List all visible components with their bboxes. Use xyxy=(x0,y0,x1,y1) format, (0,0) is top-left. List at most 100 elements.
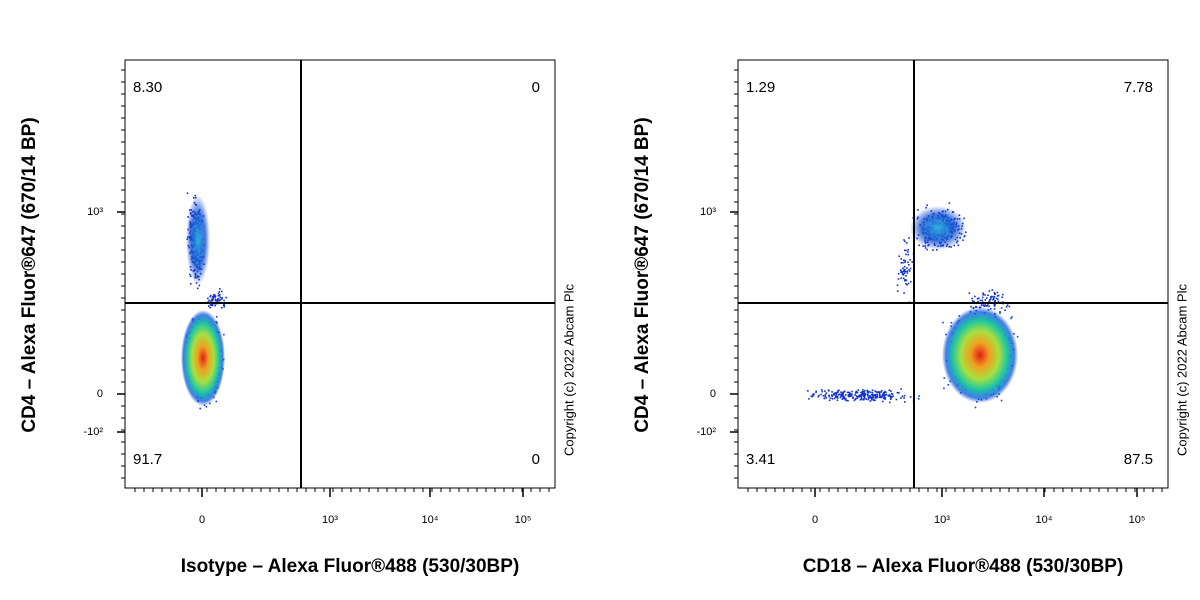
event-dot xyxy=(207,305,210,307)
event-dot xyxy=(900,388,902,390)
event-dot xyxy=(897,278,900,280)
event-dot xyxy=(986,305,988,307)
y-tick-label: -10² xyxy=(696,426,716,438)
event-dot xyxy=(908,269,910,271)
event-dot xyxy=(853,399,856,402)
event-dot xyxy=(900,277,902,279)
event-dot xyxy=(854,392,857,394)
event-dot xyxy=(823,397,826,400)
event-dot xyxy=(211,298,213,301)
event-dot xyxy=(873,394,875,397)
event-dot xyxy=(982,293,984,296)
event-dot xyxy=(865,398,868,400)
y-tick-label: 10³ xyxy=(87,206,103,218)
event-dot xyxy=(213,295,216,298)
event-dot xyxy=(850,393,853,395)
event-dot xyxy=(218,300,220,302)
event-dot xyxy=(904,240,906,243)
event-dot xyxy=(833,394,836,396)
event-dot xyxy=(216,300,219,303)
event-dot xyxy=(962,239,964,241)
event-dot xyxy=(943,387,945,390)
event-dot xyxy=(194,194,197,197)
event-dot xyxy=(932,249,934,251)
event-dot xyxy=(890,396,892,399)
event-dot xyxy=(908,237,910,239)
event-dot xyxy=(903,270,906,272)
event-dot xyxy=(898,391,900,394)
event-dot xyxy=(906,242,908,244)
event-dot xyxy=(848,393,851,395)
event-dot xyxy=(841,398,844,401)
event-dot xyxy=(811,393,814,396)
event-dot xyxy=(847,394,850,397)
event-dot xyxy=(818,394,820,397)
event-dot xyxy=(212,297,215,299)
event-dot xyxy=(825,397,828,399)
event-dot xyxy=(842,395,845,398)
event-dot xyxy=(965,231,967,234)
event-dot xyxy=(859,395,862,398)
event-dot xyxy=(863,398,865,401)
event-dot xyxy=(904,401,906,403)
event-dot xyxy=(993,308,996,310)
event-dot xyxy=(888,395,891,398)
event-dot xyxy=(891,396,893,399)
event-dot xyxy=(870,397,873,399)
event-dot xyxy=(881,400,884,403)
event-dot xyxy=(842,397,844,399)
event-dot xyxy=(855,395,858,397)
event-dot xyxy=(861,392,864,394)
y-axis-label: CD4 – Alexa Fluor®647 (670/14 BP) xyxy=(632,117,653,432)
event-dot xyxy=(871,398,873,401)
event-dot xyxy=(852,397,854,400)
x-axis-label: Isotype – Alexa Fluor®488 (530/30BP) xyxy=(181,556,520,577)
event-dot xyxy=(975,306,978,308)
event-dot xyxy=(874,393,877,396)
event-dot xyxy=(870,396,873,399)
event-dot xyxy=(829,397,832,400)
event-dot xyxy=(861,390,864,393)
event-dot xyxy=(884,397,887,400)
event-dot xyxy=(884,394,886,396)
event-dot xyxy=(996,298,999,300)
event-dot xyxy=(211,304,214,306)
event-dot xyxy=(207,297,209,300)
event-dot xyxy=(973,300,975,303)
event-dot xyxy=(997,300,1000,303)
event-dot xyxy=(867,394,869,397)
event-dot xyxy=(824,390,826,392)
event-dot xyxy=(214,295,217,297)
event-dot xyxy=(942,321,944,324)
event-dot xyxy=(896,290,899,292)
event-dot xyxy=(976,297,979,300)
event-dot xyxy=(901,272,904,274)
event-dot xyxy=(196,287,199,290)
event-dot xyxy=(839,396,842,399)
event-dot xyxy=(867,397,870,399)
event-dot xyxy=(871,394,874,397)
event-dot xyxy=(864,389,866,392)
event-dot xyxy=(831,395,834,398)
event-dot xyxy=(992,298,994,301)
event-dot xyxy=(875,391,878,393)
x-tick-label: 10⁵ xyxy=(515,514,532,526)
event-dot xyxy=(981,296,984,299)
event-dot xyxy=(909,267,912,270)
event-dot xyxy=(219,296,222,299)
event-dot xyxy=(881,394,884,397)
event-dot xyxy=(981,299,983,302)
event-dot xyxy=(948,202,951,204)
event-dot xyxy=(909,396,912,398)
event-dot xyxy=(895,398,898,401)
event-dot xyxy=(987,294,989,297)
event-dot xyxy=(882,397,885,400)
event-dot xyxy=(852,396,854,399)
event-dot xyxy=(847,399,849,402)
event-dot xyxy=(971,297,973,300)
event-dot xyxy=(918,244,920,247)
event-dot xyxy=(995,297,998,300)
event-dot xyxy=(943,377,946,379)
event-dot xyxy=(815,390,817,393)
event-dot xyxy=(219,299,221,301)
